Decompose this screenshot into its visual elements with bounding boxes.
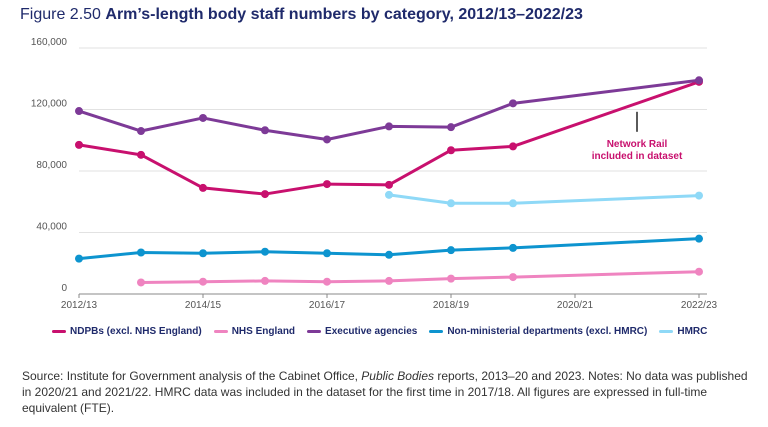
data-point xyxy=(199,249,207,258)
data-point xyxy=(323,277,331,286)
data-point xyxy=(323,135,331,144)
data-point xyxy=(385,276,393,285)
legend-item: Executive agencies xyxy=(307,326,417,337)
legend-item: NHS England xyxy=(213,326,296,337)
data-point xyxy=(199,183,207,192)
source-prefix: Source: Institute for Government analysi… xyxy=(22,369,362,383)
series-lines xyxy=(75,76,703,287)
data-point xyxy=(447,146,455,155)
legend-swatch xyxy=(429,330,444,333)
y-tick-label: 160,000 xyxy=(31,37,68,48)
x-tick-label: 2012/13 xyxy=(61,300,98,311)
data-point xyxy=(137,278,145,287)
data-point xyxy=(199,113,207,122)
data-point xyxy=(447,246,455,255)
data-point xyxy=(137,127,145,136)
data-point xyxy=(137,150,145,159)
annotation-text: included in dataset xyxy=(592,151,683,162)
line-chart: 0 40,000 80,000 120,000 160,000 2012/13 2014/1… xyxy=(31,37,718,311)
legend-swatch xyxy=(659,330,674,333)
data-point xyxy=(447,123,455,132)
data-point xyxy=(261,126,269,135)
data-point xyxy=(509,273,517,282)
figure-title: Arm’s-length body staff numbers by categ… xyxy=(105,6,583,23)
legend-label: HMRC xyxy=(677,326,708,337)
data-point xyxy=(137,248,145,257)
x-tick-label: 2022/23 xyxy=(681,300,718,311)
y-tick-label: 120,000 xyxy=(31,99,68,110)
axes: 0 40,000 80,000 120,000 160,000 2012/13 2014/1… xyxy=(31,37,718,311)
data-point xyxy=(695,234,703,243)
legend: NDPBs (excl. NHS England) NHS England Exec… xyxy=(52,326,707,337)
legend-swatch xyxy=(52,330,66,333)
source-suffix: reports, 2013–20 and 2023. Notes: No dat… xyxy=(22,369,748,415)
data-point xyxy=(509,99,517,108)
data-point xyxy=(199,277,207,286)
y-tick-label: 80,000 xyxy=(36,160,67,171)
data-point xyxy=(695,191,703,200)
chart-title: Figure 2.50 Arm’s-length body staff numb… xyxy=(20,6,583,24)
data-point xyxy=(509,199,517,208)
legend-item: HMRC xyxy=(659,326,707,337)
legend-label: NDPBs (excl. NHS England) xyxy=(70,326,202,337)
y-tick-label: 0 xyxy=(61,283,67,294)
data-point xyxy=(509,142,517,151)
data-point xyxy=(385,190,393,199)
grid xyxy=(79,47,707,295)
data-point xyxy=(323,249,331,258)
legend-item: Non-ministerial departments (excl. HMRC) xyxy=(429,326,647,337)
data-point xyxy=(695,76,703,85)
source-note: Source: Institute for Government analysi… xyxy=(22,368,752,416)
data-point xyxy=(447,274,455,283)
data-point xyxy=(385,180,393,189)
legend-swatch xyxy=(307,330,322,333)
data-point xyxy=(385,250,393,259)
data-point xyxy=(75,140,83,149)
data-point xyxy=(75,254,83,263)
legend-label: NHS England xyxy=(231,326,296,337)
data-point xyxy=(75,107,83,116)
source-italic: Public Bodies xyxy=(361,369,434,383)
x-tick-label: 2014/15 xyxy=(185,300,222,311)
series-line xyxy=(139,270,701,284)
x-tick-label: 2016/17 xyxy=(309,300,346,311)
x-tick-label: 2020/21 xyxy=(557,300,594,311)
data-point xyxy=(261,247,269,256)
legend-item: NDPBs (excl. NHS England) xyxy=(52,326,202,337)
annotation-text: Network Rail xyxy=(607,139,668,150)
figure-number: Figure 2.50 xyxy=(20,6,101,23)
data-point xyxy=(323,180,331,189)
data-point xyxy=(261,276,269,285)
x-tick-label: 2018/19 xyxy=(433,300,470,311)
legend-swatch xyxy=(213,330,228,333)
data-point xyxy=(447,199,455,208)
y-tick-label: 40,000 xyxy=(36,222,67,233)
legend-label: Non-ministerial departments (excl. HMRC) xyxy=(447,326,648,337)
legend-label: Executive agencies xyxy=(325,326,418,337)
data-point xyxy=(385,122,393,131)
data-point xyxy=(261,190,269,199)
series-line xyxy=(387,193,701,205)
data-point xyxy=(695,267,703,276)
data-point xyxy=(509,243,517,252)
